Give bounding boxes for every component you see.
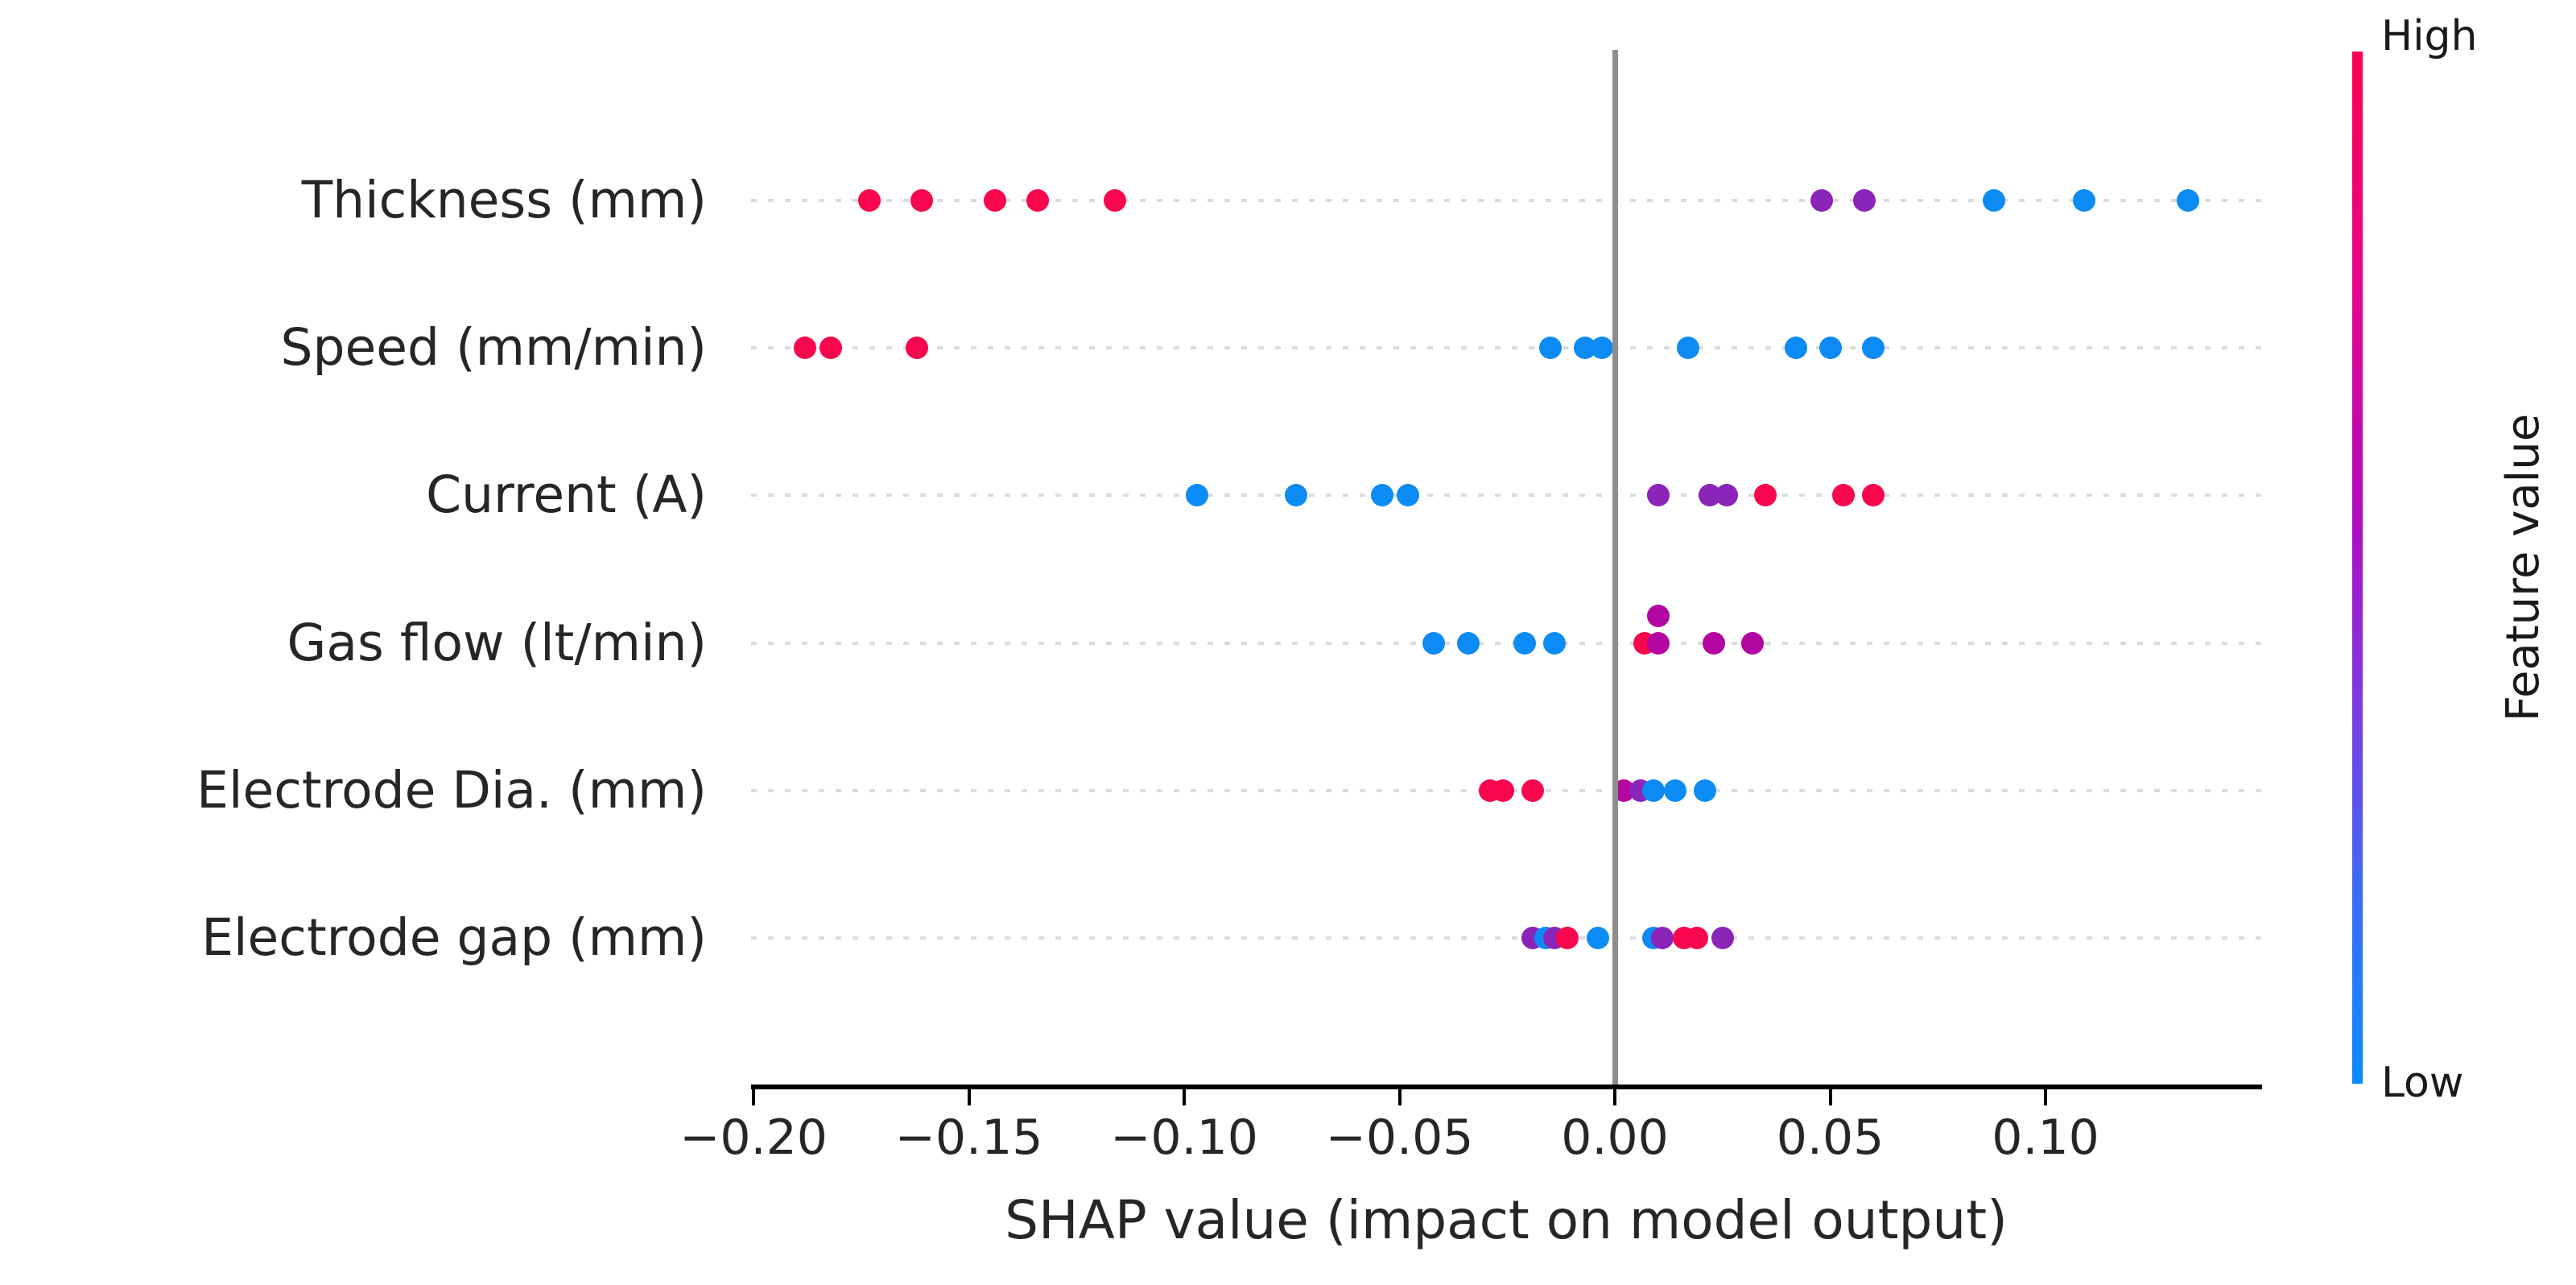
x-axis-tick xyxy=(1397,1089,1402,1105)
row-guide-line xyxy=(751,199,2262,202)
shap-dot xyxy=(1285,484,1308,506)
shap-dot xyxy=(1862,484,1885,506)
shap-dot xyxy=(1810,189,1833,212)
shap-dot xyxy=(1397,484,1420,506)
shap-dot xyxy=(1982,189,2005,212)
zero-reference-line xyxy=(1612,50,1618,1087)
shap-dot xyxy=(1543,632,1567,655)
shap-dot xyxy=(1831,484,1855,506)
feature-label: Speed (mm/min) xyxy=(280,318,707,377)
row-guide-line xyxy=(751,494,2262,497)
x-axis-tick-label: −0.10 xyxy=(1110,1109,1258,1166)
x-axis-tick-label: −0.05 xyxy=(1325,1109,1474,1166)
shap-dot xyxy=(2073,189,2096,212)
shap-dot xyxy=(906,337,929,359)
shap-dot xyxy=(1715,484,1739,506)
shap-dot xyxy=(1862,337,1885,359)
x-axis-tick xyxy=(752,1089,755,1105)
x-axis-tick xyxy=(1828,1089,1832,1105)
colorbar-low-label: Low xyxy=(2381,1059,2464,1107)
shap-dot xyxy=(1676,337,1699,359)
shap-dot xyxy=(1703,632,1726,655)
shap-dot xyxy=(1642,779,1666,802)
x-axis-tick xyxy=(967,1089,971,1105)
feature-label: Current (A) xyxy=(426,465,707,524)
shap-dot xyxy=(1513,632,1536,655)
shap-dot xyxy=(1590,337,1613,359)
shap-dot xyxy=(1491,779,1514,802)
shap-dot xyxy=(1556,927,1579,949)
shap-dot xyxy=(1104,189,1127,212)
x-axis-tick xyxy=(1183,1089,1186,1105)
feature-label: Electrode Dia. (mm) xyxy=(196,761,707,820)
feature-value-colorbar xyxy=(2352,52,2363,1084)
shap-dot xyxy=(1818,337,1842,359)
shap-dot xyxy=(1586,927,1609,949)
x-axis-tick-label: −0.15 xyxy=(894,1109,1043,1166)
x-axis-tick xyxy=(2044,1089,2047,1105)
shap-dot xyxy=(1650,927,1674,949)
shap-dot xyxy=(1538,337,1562,359)
colorbar-high-label: High xyxy=(2381,12,2478,60)
shap-dot xyxy=(1646,632,1670,655)
shap-dot xyxy=(1754,484,1777,506)
row-guide-line xyxy=(751,346,2262,349)
shap-dot xyxy=(819,337,843,359)
x-axis-spine xyxy=(751,1085,2262,1089)
x-axis-tick xyxy=(1613,1089,1616,1105)
shap-dot xyxy=(1646,484,1670,506)
x-axis-tick-label: 0.00 xyxy=(1561,1109,1669,1166)
shap-dot xyxy=(1663,779,1686,802)
x-axis-title: SHAP value (impact on model output) xyxy=(1005,1189,2008,1251)
row-guide-line xyxy=(751,936,2262,940)
row-guide-line xyxy=(751,642,2262,645)
shap-dot xyxy=(1853,189,1876,212)
shap-dot xyxy=(1457,632,1480,655)
shap-dot xyxy=(1186,484,1209,506)
feature-label: Thickness (mm) xyxy=(301,171,707,229)
shap-dot xyxy=(794,337,817,359)
shap-dot xyxy=(2176,189,2199,212)
shap-dot xyxy=(1521,779,1545,802)
x-axis-tick-label: 0.10 xyxy=(1992,1109,2099,1166)
x-axis-tick-label: 0.05 xyxy=(1776,1109,1885,1166)
feature-label: Gas flow (lt/min) xyxy=(287,614,707,672)
shap-dot xyxy=(1685,927,1708,949)
shap-dot xyxy=(1784,337,1807,359)
shap-dot xyxy=(1371,484,1394,506)
shap-dot xyxy=(983,189,1006,212)
shap-dot xyxy=(1741,632,1765,655)
shap-dot xyxy=(1694,779,1717,802)
shap-dot xyxy=(910,189,933,212)
x-axis-tick-label: −0.20 xyxy=(679,1109,828,1166)
shap-dot xyxy=(1422,632,1446,655)
shap-dot xyxy=(1646,605,1670,627)
colorbar-axis-title: Feature value xyxy=(2497,413,2549,722)
shap-dot xyxy=(1026,189,1050,212)
shap-dot xyxy=(858,189,881,212)
shap-dot xyxy=(1711,927,1734,949)
feature-label: Electrode gap (mm) xyxy=(201,908,707,967)
